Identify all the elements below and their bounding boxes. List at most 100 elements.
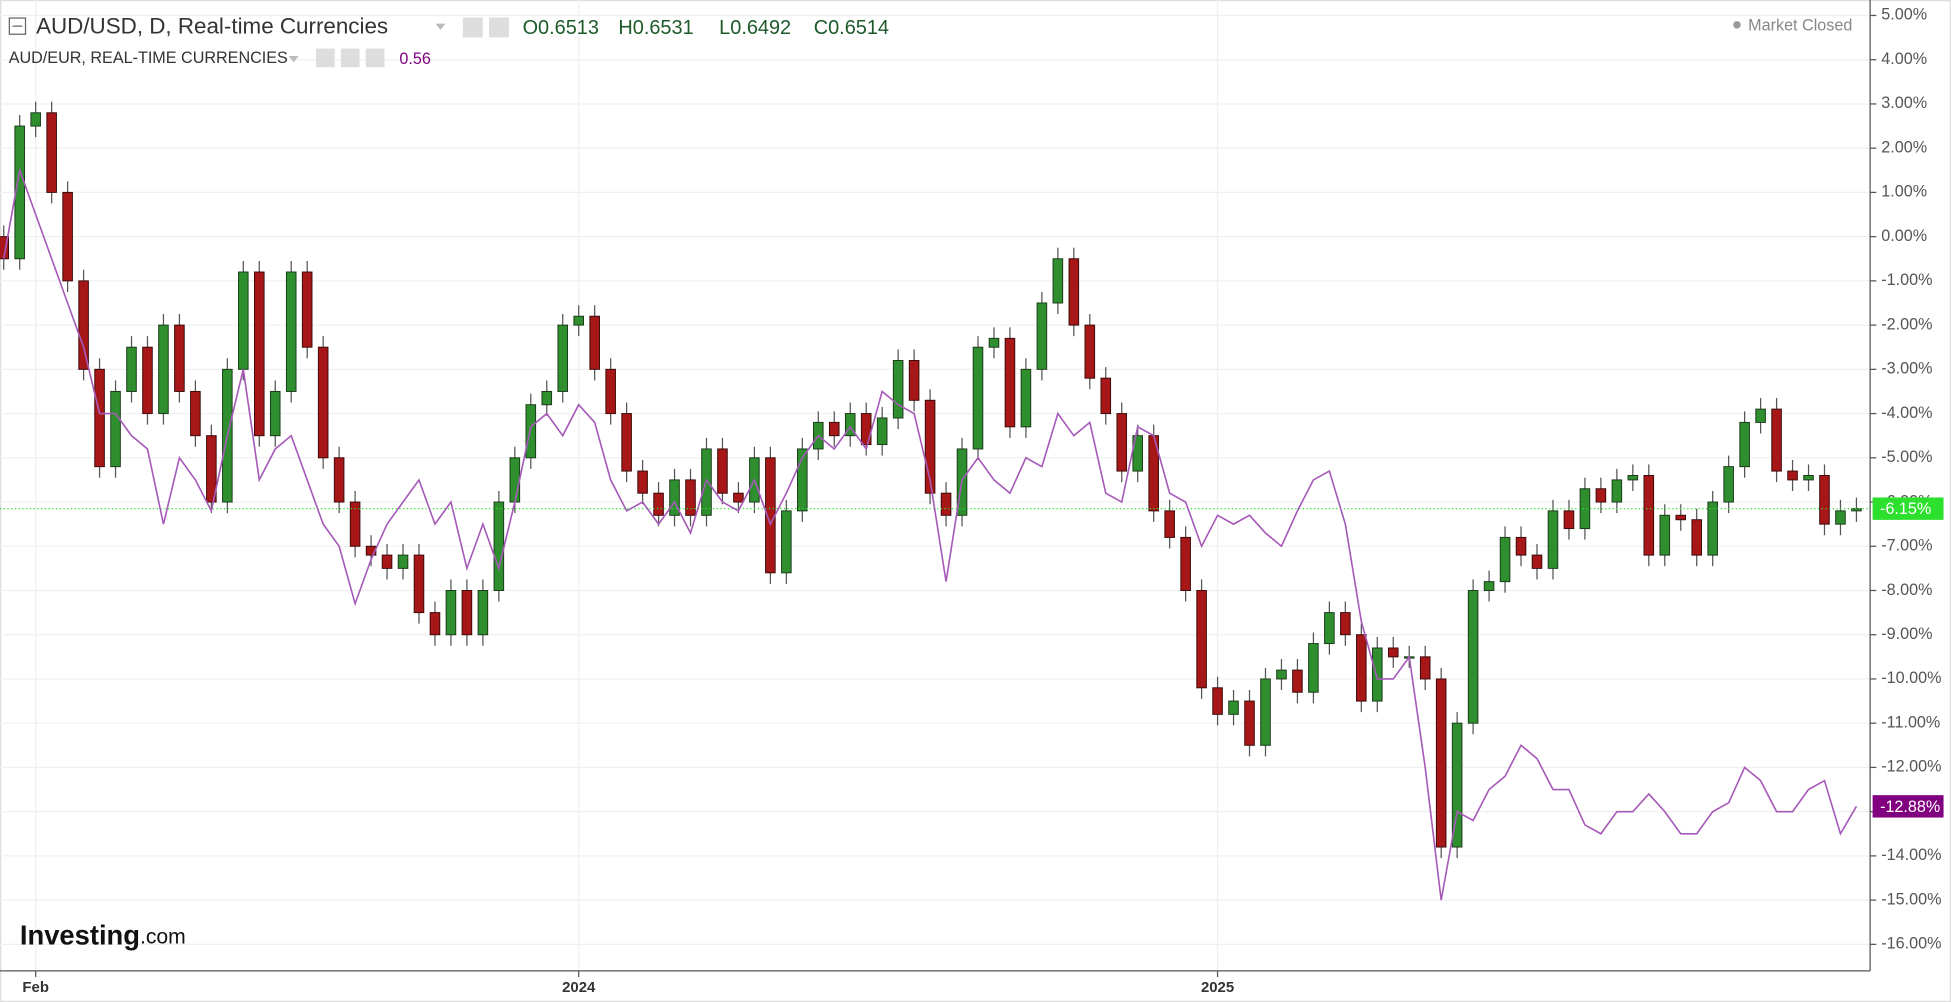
candle-body <box>1691 519 1703 556</box>
y-tick-label: -1.00% <box>1881 271 1932 289</box>
y-tick-label: 3.00% <box>1881 94 1927 112</box>
candle-body <box>142 346 153 415</box>
candle-body <box>1451 722 1463 848</box>
candle-body <box>1851 508 1862 512</box>
candle-body <box>1196 589 1207 689</box>
candle-body <box>1244 700 1255 746</box>
y-tick-label: -15.00% <box>1881 890 1941 908</box>
candle-body <box>797 448 808 512</box>
legend-value: 0.56 <box>399 50 430 68</box>
candle-body <box>1371 647 1383 702</box>
candle-body <box>349 501 361 547</box>
candle-body <box>733 492 744 503</box>
candle-body <box>1324 612 1335 645</box>
candle-body <box>1084 324 1096 379</box>
candle-body <box>781 510 792 574</box>
remove-icon[interactable] <box>365 48 385 68</box>
candle-body <box>1627 474 1639 481</box>
logo: Investing.com <box>20 920 186 951</box>
candle-body <box>589 315 600 370</box>
last-value-badge <box>1872 497 1944 520</box>
settings-icon[interactable] <box>316 48 335 68</box>
candle-body <box>1787 470 1798 481</box>
candle-body <box>1643 474 1655 556</box>
candle-body <box>445 589 457 636</box>
candle-body <box>1212 687 1223 715</box>
candle-body <box>493 501 505 591</box>
y-tick-label: -16.00% <box>1881 935 1941 953</box>
candle-body <box>1100 377 1112 415</box>
candle-body <box>1276 669 1287 680</box>
candle-body <box>1483 581 1495 591</box>
collapse-icon[interactable] <box>8 17 27 35</box>
candle-body <box>972 346 984 450</box>
dropdown-icon[interactable] <box>288 56 299 63</box>
candle-body <box>1164 510 1175 538</box>
logo-main: Investing <box>20 920 140 951</box>
candle-body <box>1499 536 1511 583</box>
settings-icon[interactable] <box>462 17 483 38</box>
candle-body <box>238 271 249 370</box>
candle-body <box>1068 258 1080 326</box>
candle-body <box>253 271 265 437</box>
candle-body <box>924 399 936 494</box>
candle-body <box>1132 435 1144 472</box>
candle-body <box>1036 302 1048 370</box>
candle-body <box>477 589 489 636</box>
candle-body <box>1340 612 1351 636</box>
y-tick-label: 2.00% <box>1881 138 1927 156</box>
candle-body <box>461 589 473 636</box>
candle-body <box>685 479 696 516</box>
candle-body <box>1387 647 1399 658</box>
candle-body <box>190 390 201 437</box>
y-tick-label: -2.00% <box>1881 315 1932 333</box>
candle-body <box>397 554 409 569</box>
candle-body <box>126 346 137 392</box>
candle-body <box>30 112 41 127</box>
settings-icon[interactable] <box>488 17 509 38</box>
candle-body <box>1308 643 1319 693</box>
candle-body <box>110 390 121 468</box>
x-tick-label: Feb <box>22 979 49 996</box>
candle-body <box>525 404 537 459</box>
candle-body <box>1659 514 1671 556</box>
candle-body <box>158 324 169 415</box>
candle-body <box>0 236 10 260</box>
ohlc-open: O0.6513 <box>523 17 599 39</box>
y-tick-label: -11.00% <box>1881 713 1940 731</box>
candle-body <box>605 368 616 415</box>
y-tick-label: -4.00% <box>1881 404 1932 422</box>
candle-body <box>1531 554 1543 569</box>
candle-body <box>46 112 57 193</box>
ohlc-low: L0.6492 <box>719 17 791 39</box>
candle-body <box>1755 408 1766 423</box>
candle-body <box>1180 536 1191 591</box>
candle-body <box>541 390 553 406</box>
candle-body <box>381 554 393 569</box>
candle-body <box>78 280 89 370</box>
candle-body <box>1611 479 1623 503</box>
candle-body <box>1228 700 1239 715</box>
status-dot <box>1733 21 1741 29</box>
candle-body <box>1771 408 1782 472</box>
market-status: Market Closed <box>1748 16 1852 34</box>
y-tick-label: 4.00% <box>1881 50 1927 68</box>
line-series <box>2 167 1858 901</box>
candle-body <box>892 359 904 419</box>
y-tick-label: -5.00% <box>1881 448 1932 466</box>
candle-body <box>557 324 569 392</box>
candle-body <box>1260 678 1271 746</box>
candle-body <box>653 492 664 516</box>
ohlc-close: C0.6514 <box>814 17 889 39</box>
candle-body <box>413 554 425 614</box>
y-tick-label: -12.00% <box>1881 758 1941 776</box>
dropdown-icon[interactable] <box>435 23 446 30</box>
y-tick-label: -3.00% <box>1881 360 1932 378</box>
candle-body <box>1723 466 1734 503</box>
y-tick-label: 0.00% <box>1881 227 1927 245</box>
candle-body <box>1004 337 1016 428</box>
candle-body <box>62 191 73 282</box>
settings-icon[interactable] <box>340 48 360 68</box>
